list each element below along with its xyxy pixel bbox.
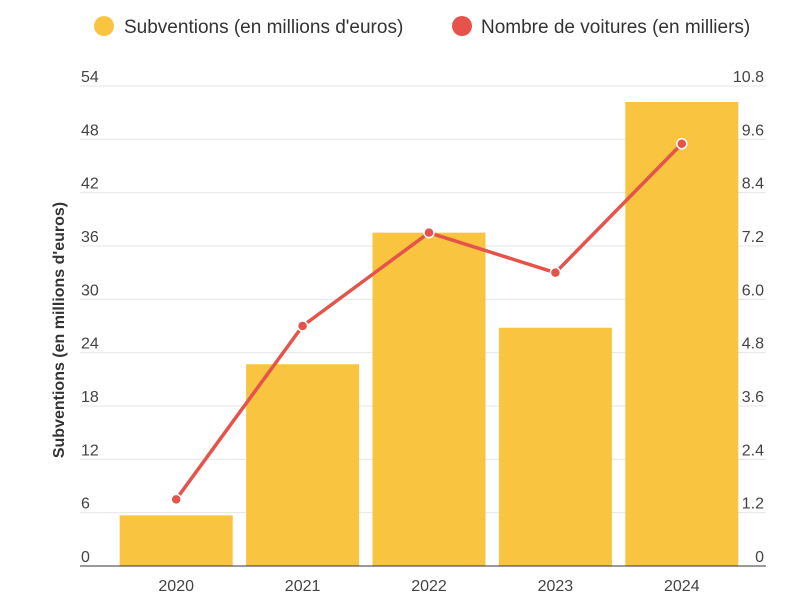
legend-label-subventions: Subventions (en millions d'euros) <box>124 17 403 38</box>
bar-2023 <box>498 327 612 566</box>
left-tick-label: 12 <box>81 442 99 459</box>
left-tick-label: 24 <box>81 336 99 353</box>
right-tick-label: 8.4 <box>742 176 764 193</box>
right-tick-label: 6.0 <box>742 282 764 299</box>
bar-2022 <box>372 232 486 566</box>
right-tick-label: 0 <box>755 549 764 566</box>
left-tick-label: 18 <box>81 389 99 406</box>
left-tick-label: 54 <box>81 69 99 86</box>
left-axis-ticks: 0 6 12 18 24 30 36 42 48 54 <box>81 69 99 566</box>
x-tick-label: 2022 <box>411 578 447 595</box>
right-tick-label: 4.8 <box>742 336 764 353</box>
left-tick-label: 36 <box>81 229 99 246</box>
left-tick-label: 0 <box>81 549 90 566</box>
x-axis-ticks: 2020 2021 2022 2023 2024 <box>158 578 699 595</box>
y-axis-title: Subventions (en millions d'euros) <box>51 202 68 458</box>
right-tick-label: 9.6 <box>742 122 764 139</box>
bar-2024 <box>625 102 739 566</box>
legend-swatch-voitures <box>452 16 472 36</box>
right-tick-label: 3.6 <box>742 389 764 406</box>
left-tick-label: 6 <box>81 496 90 513</box>
legend-label-voitures: Nombre de voitures (en milliers) <box>481 17 750 38</box>
x-tick-label: 2023 <box>538 578 574 595</box>
voitures-point-2022 <box>423 226 435 239</box>
bar-series <box>119 102 739 566</box>
x-tick-label: 2024 <box>664 578 700 595</box>
left-tick-label: 42 <box>81 176 99 193</box>
right-tick-label: 7.2 <box>742 229 764 246</box>
x-tick-label: 2020 <box>158 578 194 595</box>
bar-2021 <box>246 364 360 566</box>
right-tick-label: 1.2 <box>742 496 764 513</box>
left-tick-label: 30 <box>81 282 99 299</box>
right-tick-label: 2.4 <box>742 442 764 459</box>
bar-2020 <box>119 515 233 566</box>
voitures-point-2023 <box>549 266 562 279</box>
right-axis-ticks: 0 1.2 2.4 3.6 4.8 6.0 7.2 8.4 9.6 10.8 <box>733 69 764 566</box>
voitures-point-2020 <box>170 493 182 506</box>
x-tick-label: 2021 <box>285 578 321 595</box>
legend-swatch-subventions <box>94 16 114 36</box>
voitures-point-2021 <box>296 320 309 332</box>
line-points <box>170 138 688 506</box>
left-tick-label: 48 <box>81 122 99 139</box>
voitures-point-2024 <box>676 138 688 150</box>
right-tick-label: 10.8 <box>733 69 764 86</box>
legend: Subventions (en millions d'euros) Nombre… <box>94 16 750 38</box>
